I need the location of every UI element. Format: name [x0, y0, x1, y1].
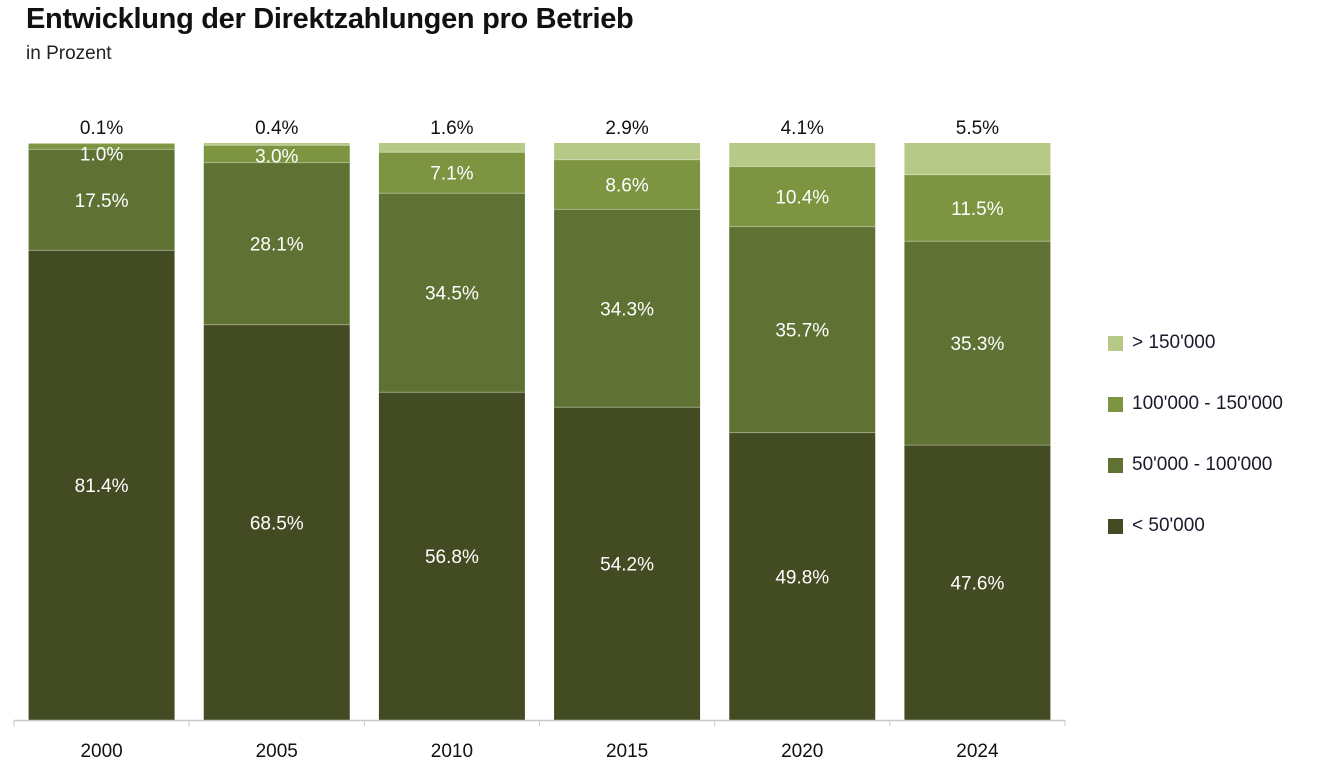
bar-segment: [729, 432, 876, 720]
x-tick-label: 2015: [606, 741, 648, 762]
bar-segment: [203, 162, 350, 325]
x-tick-label: 2005: [256, 741, 298, 762]
data-label: 0.1%: [80, 118, 123, 139]
legend-swatch: [1108, 457, 1123, 473]
bar-segment: [28, 149, 175, 251]
bar-segment: [729, 166, 876, 227]
legend-label: 50'000 - 100'000: [1132, 454, 1273, 475]
legend-swatch: [1108, 335, 1123, 351]
data-label: 1.6%: [430, 118, 473, 139]
bar-segment: [203, 145, 350, 163]
data-label: 1.0%: [80, 145, 123, 166]
data-label: 11.5%: [951, 199, 1004, 220]
data-label: 34.5%: [425, 284, 479, 305]
bar-segment: [28, 250, 175, 720]
bar-segment: [904, 143, 1051, 175]
legend-item: 50'000 - 100'000: [1108, 454, 1283, 475]
bar-segment: [554, 407, 701, 720]
data-label: 56.8%: [425, 547, 479, 568]
legend-label: < 50'000: [1132, 515, 1205, 536]
data-label: 2.9%: [605, 118, 648, 139]
data-label: 35.7%: [775, 321, 829, 342]
data-label: 49.8%: [775, 567, 829, 588]
data-label: 0.4%: [255, 118, 298, 139]
data-label: 68.5%: [250, 513, 304, 534]
bar-segment: [378, 193, 525, 393]
chart-title: Entwicklung der Direktzahlungen pro Betr…: [26, 3, 634, 35]
data-label: 34.3%: [600, 299, 654, 320]
bar-segment: [554, 143, 701, 160]
bar-segment: [28, 143, 175, 150]
data-label: 47.6%: [950, 574, 1004, 595]
legend-label: 100'000 - 150'000: [1132, 393, 1283, 414]
data-label: 35.3%: [950, 334, 1004, 355]
legend-item: < 50'000: [1108, 515, 1283, 536]
bar-segment: [729, 226, 876, 433]
x-tick-label: 2020: [781, 741, 823, 762]
x-tick-label: 2024: [956, 741, 999, 762]
bar-segment: [378, 392, 525, 720]
bar-segment: [904, 445, 1051, 720]
data-label: 3.0%: [255, 146, 298, 167]
legend-label: > 150'000: [1132, 332, 1216, 353]
legend-item: > 150'000: [1108, 332, 1283, 353]
bar-segment: [904, 241, 1051, 446]
chart-legend: > 150'000 100'000 - 150'000 50'000 - 100'0…: [1108, 332, 1283, 577]
bar-segment: [554, 159, 701, 210]
bar-segment: [378, 152, 525, 194]
data-label: 8.6%: [605, 176, 648, 197]
bar-segment: [904, 174, 1051, 242]
data-label: 4.1%: [781, 118, 824, 139]
legend-swatch: [1108, 518, 1123, 534]
x-tick-label: 2010: [431, 741, 473, 762]
bar-segment: [554, 209, 701, 408]
bar-segment: [203, 324, 350, 720]
data-label: 7.1%: [430, 164, 473, 185]
bar-segment: [28, 143, 175, 144]
legend-swatch: [1108, 396, 1123, 412]
bar-segment: [378, 143, 525, 153]
data-label: 54.2%: [600, 555, 654, 576]
data-label: 81.4%: [75, 476, 129, 497]
bar-segment: [729, 143, 876, 167]
data-label: 17.5%: [75, 191, 129, 212]
bar-segment: [203, 143, 350, 146]
legend-item: 100'000 - 150'000: [1108, 393, 1283, 414]
data-label: 28.1%: [250, 235, 304, 256]
x-tick-label: 2000: [80, 741, 122, 762]
data-label: 5.5%: [956, 118, 999, 139]
chart-subtitle: in Prozent: [26, 43, 112, 64]
data-label: 10.4%: [775, 188, 829, 209]
